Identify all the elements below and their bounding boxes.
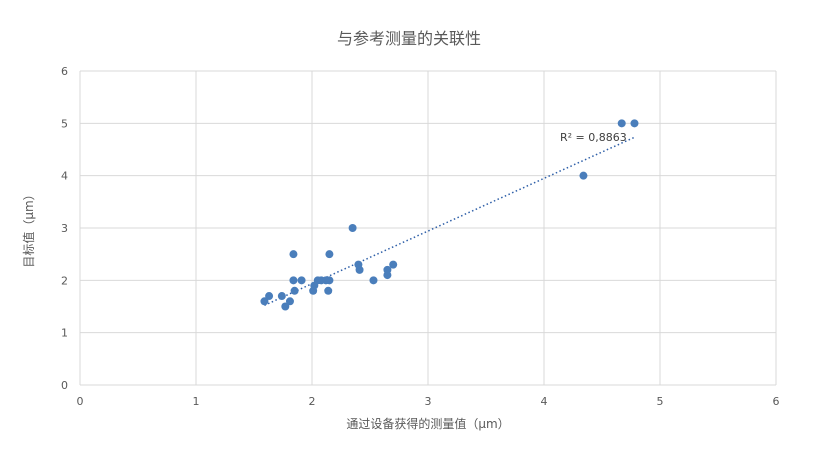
- data-points: [260, 119, 639, 311]
- y-tick-label: 0: [61, 379, 68, 392]
- y-tick-label: 3: [61, 222, 68, 235]
- x-tick-label: 5: [657, 395, 664, 408]
- y-tick-label: 4: [61, 170, 68, 183]
- x-tick-label: 0: [77, 395, 84, 408]
- data-point: [630, 119, 639, 128]
- data-point: [383, 271, 392, 280]
- x-tick-label: 4: [541, 395, 548, 408]
- data-point: [260, 297, 269, 306]
- data-point: [265, 292, 274, 301]
- data-point: [325, 276, 334, 285]
- data-point: [325, 250, 334, 259]
- x-tick-labels: 0 1 2 3 4 5 6: [77, 395, 780, 408]
- gridlines: [79, 70, 777, 386]
- data-point: [289, 276, 298, 285]
- x-axis-label: 通过设备获得的测量值（μm）: [346, 416, 509, 431]
- y-tick-labels: 0 1 2 3 4 5 6: [61, 65, 68, 392]
- y-axis-label: 目标值（μm）: [21, 188, 36, 267]
- data-point: [289, 250, 298, 259]
- data-point: [617, 119, 626, 128]
- data-point: [290, 286, 299, 295]
- r-squared-label: R² = 0,8863: [560, 131, 627, 144]
- data-point: [355, 265, 364, 274]
- data-point: [285, 297, 294, 306]
- data-point: [281, 302, 290, 311]
- data-point: [297, 276, 306, 285]
- data-point: [369, 276, 378, 285]
- y-tick-label: 6: [61, 65, 68, 78]
- x-tick-label: 1: [193, 395, 200, 408]
- y-tick-label: 5: [61, 117, 68, 130]
- y-tick-label: 1: [61, 327, 68, 340]
- x-tick-label: 6: [773, 395, 780, 408]
- data-point: [277, 292, 286, 301]
- y-tick-label: 2: [61, 274, 68, 287]
- chart-title: 与参考测量的关联性: [337, 29, 481, 48]
- data-point: [324, 286, 333, 295]
- data-point: [348, 224, 357, 232]
- data-point: [579, 171, 588, 180]
- data-point: [389, 260, 398, 269]
- x-tick-label: 3: [425, 395, 432, 408]
- x-tick-label: 2: [309, 395, 316, 408]
